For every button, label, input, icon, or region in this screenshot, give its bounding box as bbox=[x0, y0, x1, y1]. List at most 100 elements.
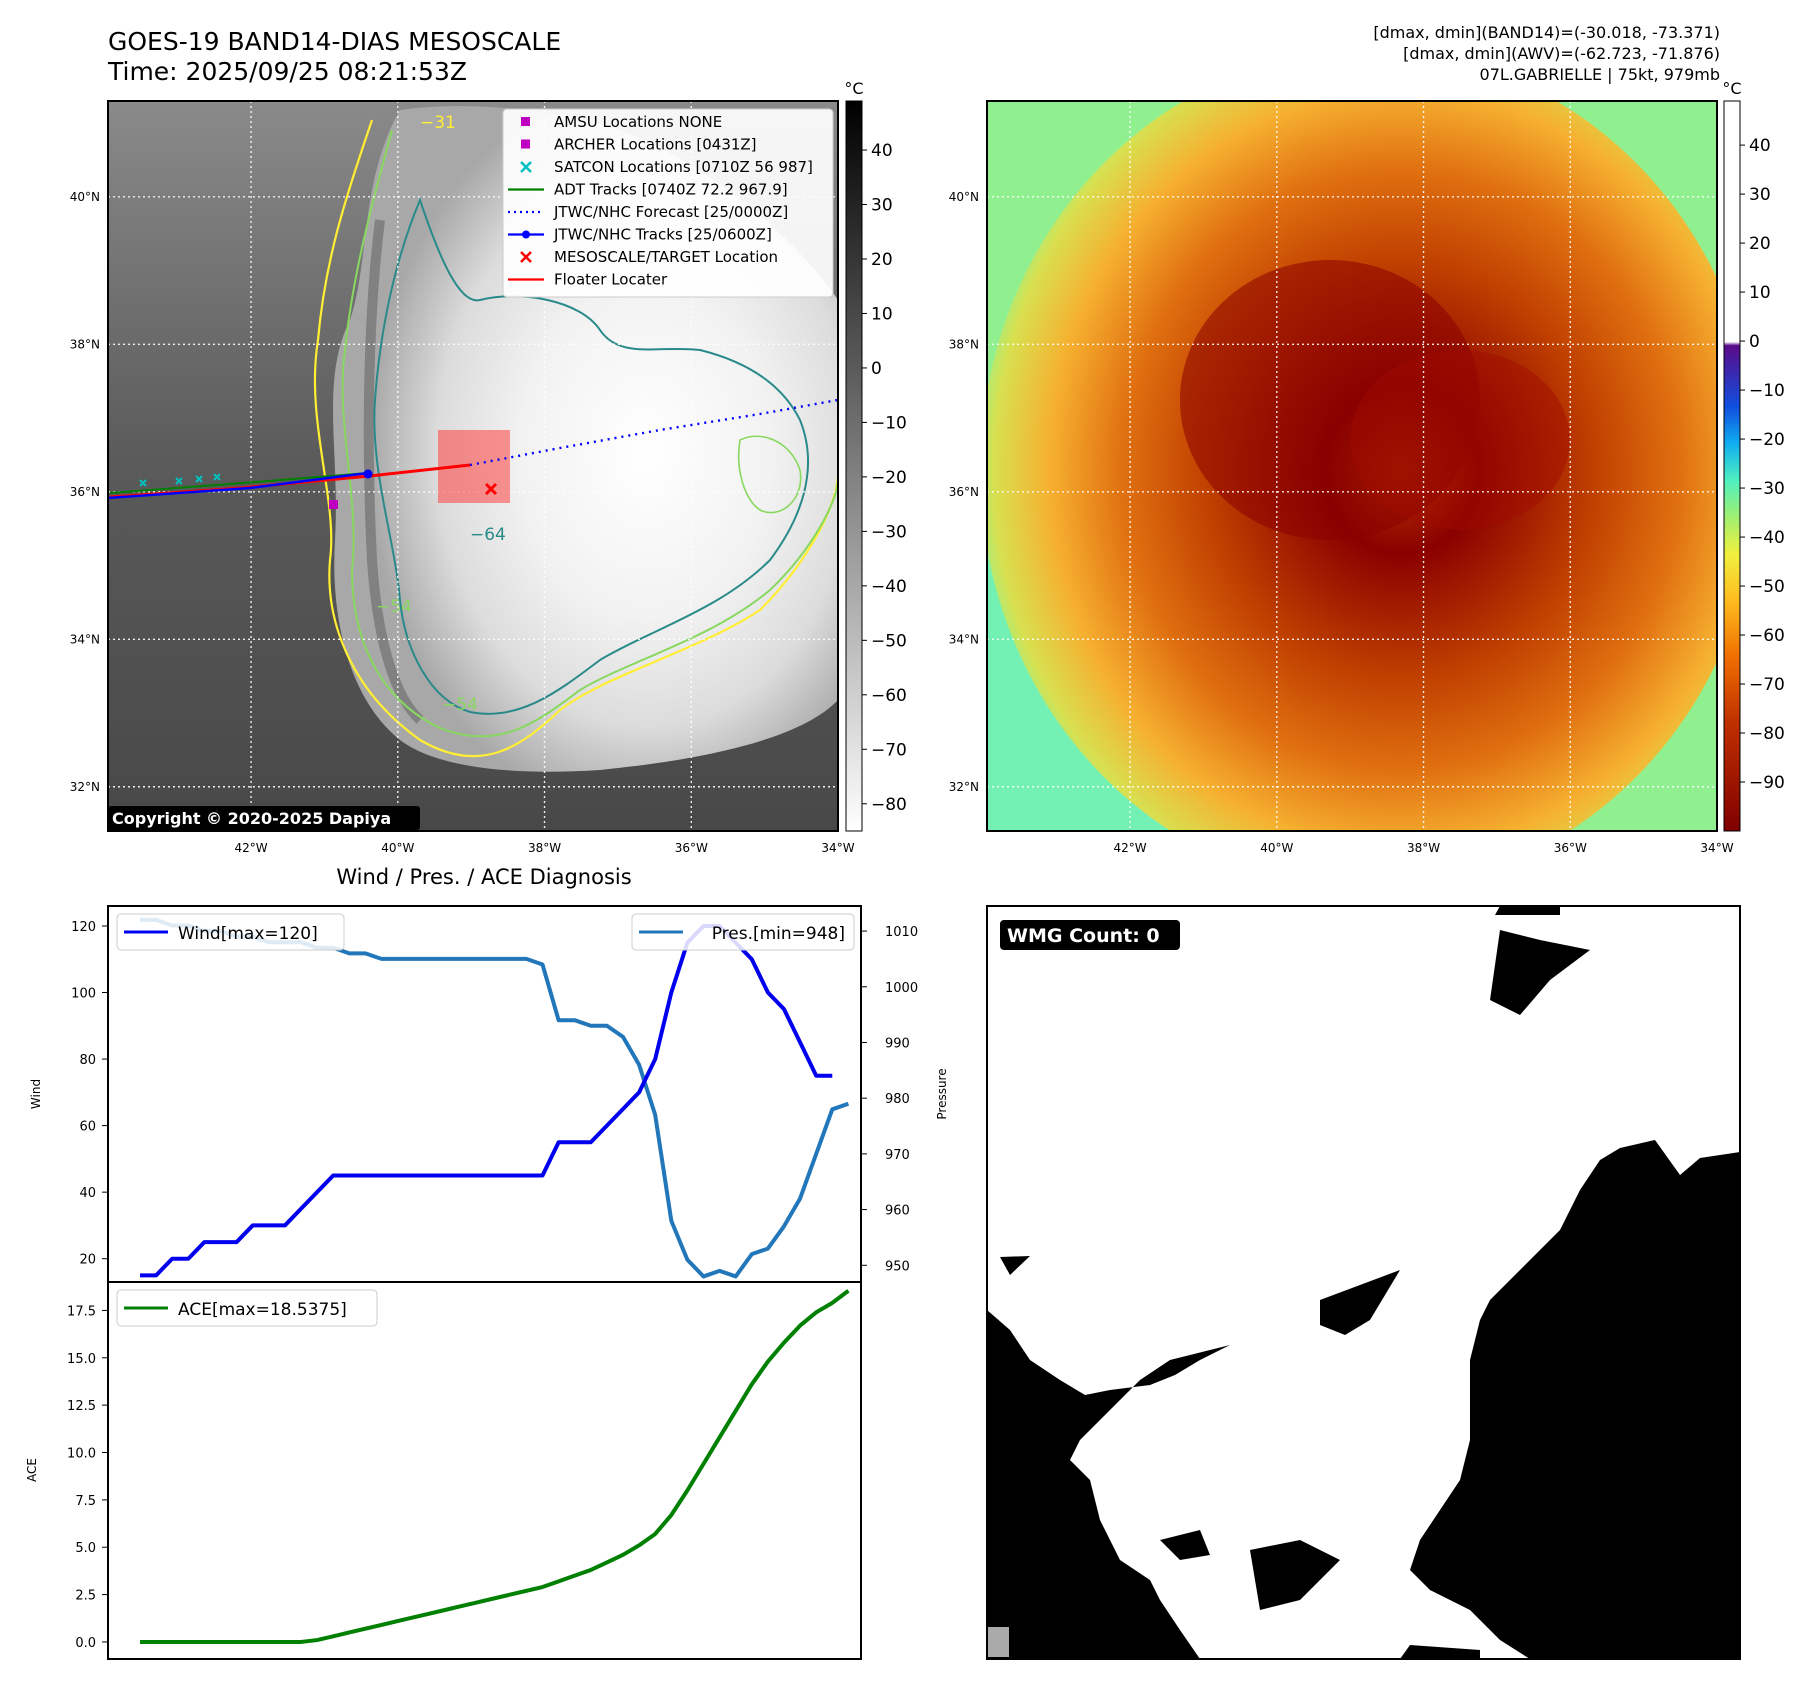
colorbar-tick-label: −70 bbox=[871, 740, 907, 760]
lon-tick-label: 36°W bbox=[675, 841, 708, 855]
wind-pres-frame bbox=[107, 905, 862, 1283]
ace-frame bbox=[107, 1281, 862, 1660]
jtwc-nhc-track bbox=[107, 471, 369, 500]
colorbar-tick-label: 30 bbox=[871, 196, 893, 216]
legend-label: ADT Tracks [0740Z 72.2 967.9] bbox=[554, 181, 788, 199]
copyright-label: Copyright © 2020-2025 Dapiya bbox=[112, 809, 391, 828]
lat-tick-label: 40°N bbox=[70, 190, 100, 204]
colorbar-tick-label: −40 bbox=[871, 577, 907, 597]
ir-colorbar-unit: °C bbox=[844, 79, 863, 98]
ir-map-frame bbox=[107, 100, 839, 832]
pres-tick-label: 1010 bbox=[885, 925, 918, 940]
legend-label: AMSU Locations NONE bbox=[554, 113, 722, 131]
legend-label: Floater Locater bbox=[554, 271, 668, 289]
ir-contours bbox=[313, 119, 838, 758]
wind-legend: Wind[max=120] bbox=[116, 913, 345, 951]
legend-marker-dot bbox=[522, 230, 530, 239]
ace-tick-label: 0.0 bbox=[75, 1636, 96, 1651]
pres-legend: Pres.[min=948] bbox=[631, 913, 855, 951]
mesoscale-target-marker bbox=[484, 482, 498, 496]
colorbar-tick-label: −50 bbox=[1749, 577, 1785, 597]
lat-tick-label: 36°N bbox=[70, 485, 100, 499]
wv-map-frame bbox=[986, 100, 1718, 832]
legend-label: JTWC/NHC Forecast [25/0000Z] bbox=[553, 203, 788, 221]
lat-tick-label: 32°N bbox=[949, 780, 979, 794]
wind-pres-panel: Wind / Pres. / ACE Diagnosis 20 40 60 80 100… bbox=[29, 865, 949, 1283]
colorbar-tick-label: −70 bbox=[1749, 675, 1785, 695]
lon-tick-label: 34°W bbox=[1700, 841, 1733, 855]
lat-tick-label: 34°N bbox=[949, 632, 979, 646]
colorbar-tick-label: 10 bbox=[871, 304, 893, 324]
wind-tick-label: 60 bbox=[79, 1120, 96, 1135]
colorbar-tick-label: −30 bbox=[1749, 479, 1785, 499]
wv-colorbar-unit: °C bbox=[1722, 79, 1741, 98]
pres-tick-label: 990 bbox=[885, 1036, 910, 1051]
colorbar-tick-label: 0 bbox=[871, 359, 882, 379]
ace-axis-label: ACE bbox=[25, 1458, 39, 1482]
colorbar-tick-label: −60 bbox=[1749, 626, 1785, 646]
ace-tick-label: 12.5 bbox=[67, 1399, 96, 1414]
pressure-axis-label: Pressure bbox=[935, 1068, 949, 1119]
wmg-panel: WMG Count: 0 bbox=[986, 905, 1741, 1660]
colorbar-tick-label: −20 bbox=[1749, 430, 1785, 450]
ace-tick-label: 5.0 bbox=[75, 1541, 96, 1556]
lon-tick-label: 42°W bbox=[234, 841, 267, 855]
wv-colorbar: °C 40 30 20 10 0 −10 −20 −30 −40 −50 −60 −70 −80 −90 bbox=[1722, 79, 1785, 832]
colorbar-tick-label: −10 bbox=[871, 413, 907, 433]
colorbar-tick-label: 20 bbox=[871, 250, 893, 270]
adt-track bbox=[109, 472, 369, 494]
legend-label: SATCON Locations [0710Z 56 987] bbox=[554, 158, 813, 176]
ace-tick-label: 10.0 bbox=[67, 1447, 96, 1462]
colorbar-tick-label: −10 bbox=[1749, 381, 1785, 401]
ace-tick-label: 2.5 bbox=[75, 1589, 96, 1604]
legend-label: JTWC/NHC Tracks [25/0600Z] bbox=[553, 226, 772, 244]
colorbar-tick-label: 30 bbox=[1749, 185, 1771, 205]
ace-legend-label: ACE[max=18.5375] bbox=[178, 1300, 347, 1320]
colorbar-tick-label: 0 bbox=[1749, 332, 1760, 352]
ir-legend: AMSU Locations NONE ARCHER Locations [043… bbox=[502, 108, 834, 298]
figure-title: GOES-19 BAND14-DIAS MESOSCALE bbox=[108, 27, 562, 56]
colorbar-tick-label: −80 bbox=[1749, 724, 1785, 744]
contour-label-3: −54 bbox=[442, 695, 478, 715]
wmg-count-label: WMG Count: 0 bbox=[1007, 925, 1160, 947]
colorbar-tick-label: 20 bbox=[1749, 234, 1771, 254]
ace-tick-label: 7.5 bbox=[75, 1494, 96, 1509]
legend-marker-square bbox=[521, 139, 530, 149]
pres-tick-label: 1000 bbox=[885, 981, 918, 996]
colorbar-tick-label: −20 bbox=[871, 468, 907, 488]
contour-label-2: −64 bbox=[470, 525, 506, 545]
lat-tick-label: 38°N bbox=[949, 337, 979, 351]
ace-tick-label: 15.0 bbox=[67, 1352, 96, 1367]
pres-tick-label: 970 bbox=[885, 1148, 910, 1163]
map-axis-ticks: 42°W 40°W 38°W 36°W 34°W 40°N 38°N 36°N 34°N 32°N… bbox=[70, 190, 1734, 855]
lon-tick-label: 42°W bbox=[1113, 841, 1146, 855]
legend-label: MESOSCALE/TARGET Location bbox=[554, 248, 778, 266]
wmg-frame bbox=[986, 905, 1741, 1660]
wind-tick-label: 40 bbox=[79, 1186, 96, 1201]
wind-tick-label: 100 bbox=[71, 987, 96, 1002]
pres-tick-label: 960 bbox=[885, 1204, 910, 1219]
wind-tick-label: 20 bbox=[79, 1253, 96, 1268]
lon-tick-label: 40°W bbox=[381, 841, 414, 855]
ace-panel: 0.0 2.5 5.0 7.5 10.0 12.5 15.0 17.5 ACE ACE[max… bbox=[25, 1281, 862, 1660]
lat-tick-label: 32°N bbox=[70, 780, 100, 794]
legend-marker-square bbox=[521, 117, 530, 126]
colorbar-tick-label: 10 bbox=[1749, 283, 1771, 303]
satcon-markers bbox=[139, 473, 221, 487]
ace-tick-label: 17.5 bbox=[67, 1304, 96, 1319]
colorbar-tick-label: −90 bbox=[1749, 773, 1785, 793]
lon-tick-label: 38°W bbox=[528, 841, 561, 855]
colorbar-tick-label: −40 bbox=[1749, 528, 1785, 548]
lat-tick-label: 38°N bbox=[70, 337, 100, 351]
wind-tick-label: 120 bbox=[71, 920, 96, 935]
wind-legend-label: Wind[max=120] bbox=[178, 924, 318, 944]
lat-tick-label: 36°N bbox=[949, 485, 979, 499]
diag-title: Wind / Pres. / ACE Diagnosis bbox=[336, 865, 631, 889]
wv-imagery bbox=[987, 101, 1717, 831]
info-line-1: [dmax, dmin](BAND14)=(-30.018, -73.371) bbox=[1373, 23, 1720, 42]
colorbar-tick-label: −50 bbox=[871, 631, 907, 651]
lat-tick-label: 40°N bbox=[949, 190, 979, 204]
legend-marker-x bbox=[520, 161, 532, 173]
lon-tick-label: 34°W bbox=[821, 841, 854, 855]
pres-tick-label: 950 bbox=[885, 1259, 910, 1274]
